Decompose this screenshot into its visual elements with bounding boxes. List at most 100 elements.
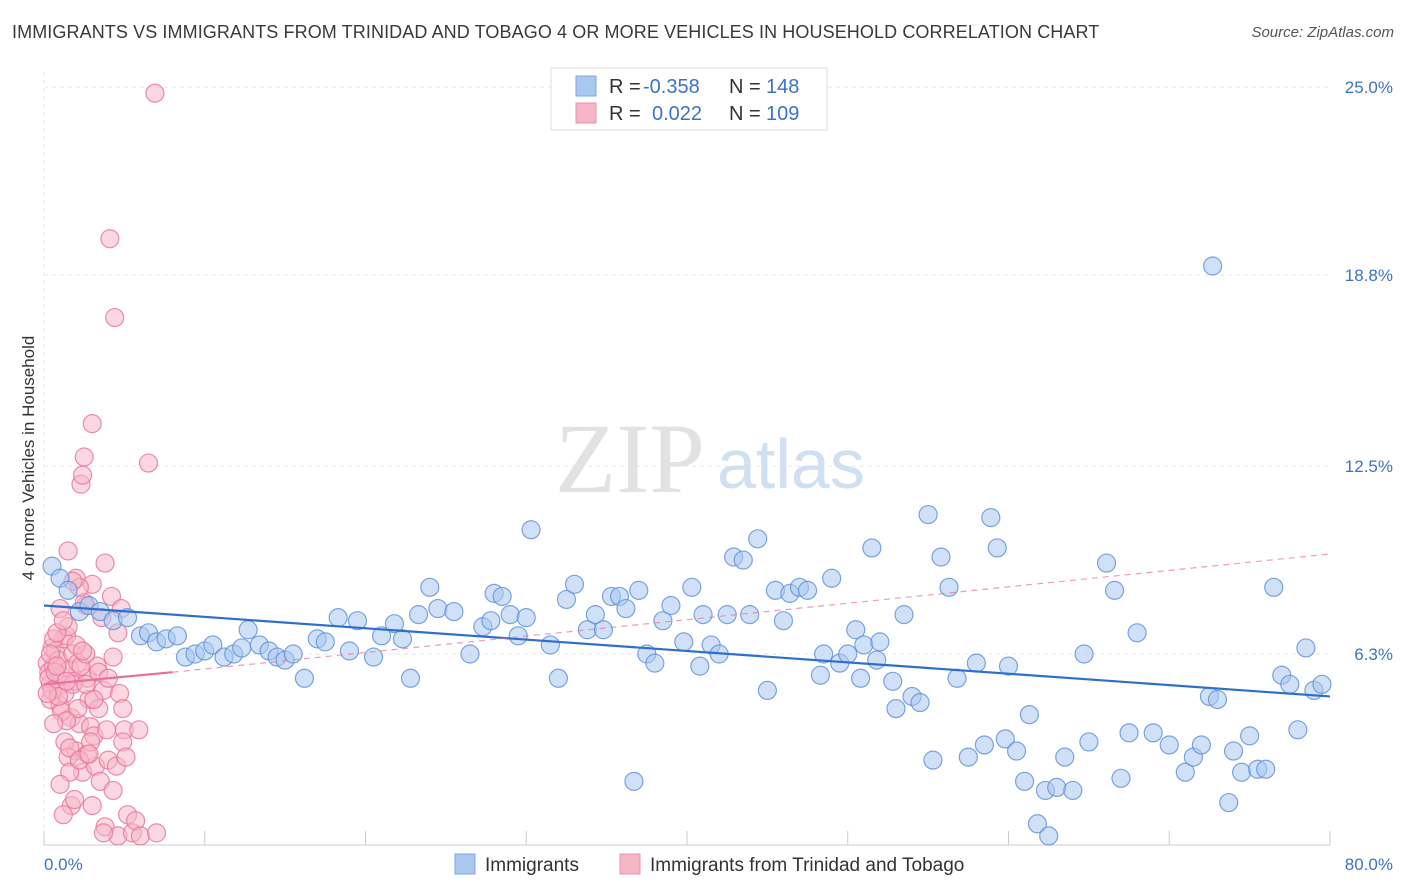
legend-swatch-trinidad xyxy=(619,853,641,875)
trinidad-point xyxy=(113,698,133,719)
stats-r-label-2: R = xyxy=(609,103,641,125)
trinidad-point xyxy=(72,641,93,661)
immigrants-point xyxy=(624,771,644,791)
immigrants-point xyxy=(645,653,665,673)
chart-title: IMMIGRANTS VS IMMIGRANTS FROM TRINIDAD A… xyxy=(12,22,1100,42)
immigrants-point xyxy=(556,589,577,610)
immigrants-point xyxy=(232,638,252,658)
immigrants-point xyxy=(371,626,392,646)
immigrants-point xyxy=(1074,644,1094,664)
immigrants-point xyxy=(682,577,702,597)
trinidad-point xyxy=(72,465,93,485)
series-immigrants-points xyxy=(42,256,1332,846)
immigrants-point xyxy=(674,632,694,652)
immigrants-point xyxy=(661,595,681,616)
immigrants-point xyxy=(117,608,138,628)
immigrants-point xyxy=(1063,780,1083,801)
immigrants-point xyxy=(1203,256,1223,276)
immigrants-point xyxy=(1127,623,1147,643)
immigrants-point xyxy=(1264,577,1284,597)
immigrants-point xyxy=(1014,771,1035,791)
immigrants-point xyxy=(846,620,866,640)
trinidad-point xyxy=(145,83,165,103)
stats-r-label-1: R = xyxy=(609,76,641,98)
immigrants-point xyxy=(1047,777,1067,798)
immigrants-point xyxy=(1039,826,1059,846)
immigrants-point xyxy=(1296,638,1316,658)
immigrants-point xyxy=(585,605,605,625)
immigrants-point xyxy=(1256,759,1276,779)
y-axis-label: 4 or more Vehicles in Household xyxy=(19,336,38,581)
trinidad-point xyxy=(100,229,120,249)
immigrants-point xyxy=(392,629,413,649)
immigrants-point xyxy=(408,605,429,625)
trinidad-point xyxy=(93,823,114,843)
trend-line-immigrants xyxy=(43,604,1331,698)
immigrants-point xyxy=(384,614,405,634)
immigrants-point xyxy=(894,605,914,625)
trinidad-point xyxy=(84,689,104,710)
immigrants-point xyxy=(947,668,967,688)
immigrants-point xyxy=(1143,723,1163,743)
y-tick-label: 12.5% xyxy=(1345,457,1393,476)
stats-n-label-2: N = xyxy=(729,103,761,125)
immigrants-point xyxy=(444,601,464,622)
immigrants-point xyxy=(167,626,188,646)
immigrants-point xyxy=(500,605,520,625)
immigrants-point xyxy=(1312,674,1332,694)
trinidad-point xyxy=(146,823,167,843)
trinidad-point xyxy=(37,683,57,704)
y-tick-label: 18.8% xyxy=(1345,266,1393,285)
immigrants-point xyxy=(966,653,986,673)
immigrants-point xyxy=(616,598,636,619)
immigrants-point xyxy=(974,735,994,755)
immigrants-point xyxy=(1219,792,1239,813)
immigrants-point xyxy=(593,620,614,640)
trinidad-point xyxy=(64,789,85,810)
x-tick-label-min: 0.0% xyxy=(44,855,83,874)
trinidad-point xyxy=(97,720,117,740)
trinidad-point xyxy=(105,307,125,328)
immigrants-point xyxy=(58,580,78,600)
immigrants-point xyxy=(1104,580,1125,600)
immigrants-point xyxy=(1159,735,1179,755)
immigrants-point xyxy=(958,747,978,767)
immigrants-point xyxy=(238,620,258,640)
immigrants-point xyxy=(773,611,794,631)
immigrants-point xyxy=(693,605,713,625)
x-tick-marks xyxy=(43,831,1331,845)
x-tick-label-max: 80.0% xyxy=(1345,855,1393,874)
immigrants-point xyxy=(1111,768,1131,788)
immigrants-point xyxy=(939,577,959,597)
watermark-zip: ZIP xyxy=(555,403,705,514)
immigrants-point xyxy=(548,668,569,688)
immigrants-point xyxy=(460,644,480,664)
immigrants-point xyxy=(283,644,303,664)
immigrants-point xyxy=(918,504,938,525)
stats-r-value-1: -0.358 xyxy=(643,76,700,98)
trend-lines xyxy=(43,553,1331,698)
trinidad-point xyxy=(79,744,99,764)
trinidad-point xyxy=(76,674,96,694)
trinidad-point xyxy=(50,774,70,794)
trinidad-point xyxy=(58,541,78,561)
stats-box: R = -0.358 N = 148 R = 0.022 N = 109 xyxy=(550,67,828,131)
immigrants-point xyxy=(870,632,890,652)
immigrants-point xyxy=(838,644,858,664)
legend-label-trinidad: Immigrants from Trinidad and Tobago xyxy=(650,855,964,876)
immigrants-point xyxy=(516,608,536,628)
immigrants-point xyxy=(1175,762,1195,782)
immigrants-point xyxy=(1240,726,1260,746)
series-trinidad-points xyxy=(37,83,167,846)
immigrants-point xyxy=(1119,723,1139,743)
immigrants-point xyxy=(1019,705,1039,725)
stats-n-label-1: N = xyxy=(729,76,761,98)
trinidad-point xyxy=(53,611,73,631)
immigrants-point xyxy=(851,668,871,688)
immigrants-point xyxy=(862,538,882,558)
immigrants-point xyxy=(629,580,649,600)
immigrants-point xyxy=(733,550,753,570)
immigrants-point xyxy=(883,671,903,691)
watermark: ZIP atlas xyxy=(555,403,865,514)
